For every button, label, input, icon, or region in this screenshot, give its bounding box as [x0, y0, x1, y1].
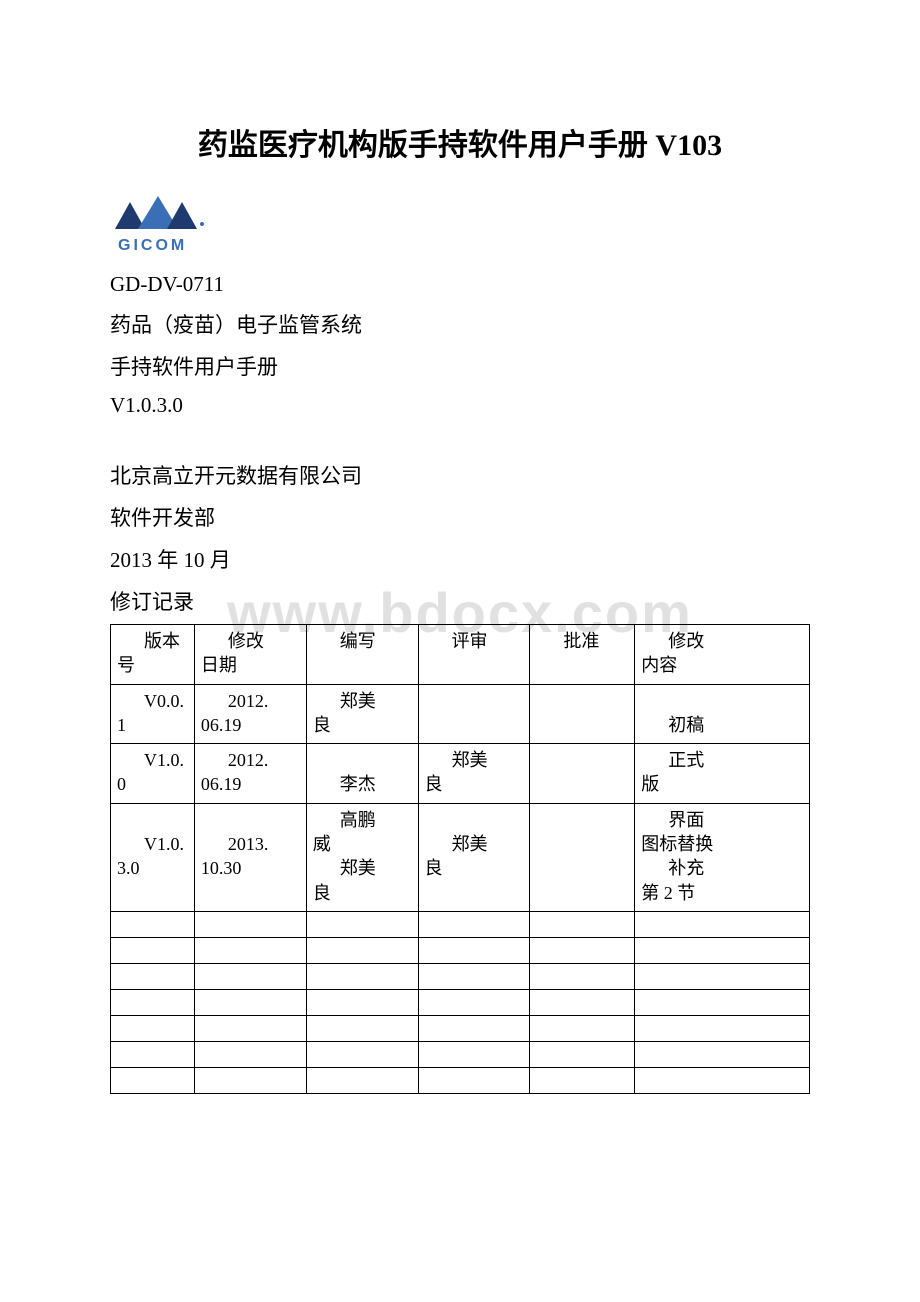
table-row [111, 1067, 810, 1093]
header-content: 修改 内容 [635, 625, 810, 685]
manual-name: 手持软件用户手册 [110, 351, 810, 381]
cell-content: 正式 版 [635, 744, 810, 804]
cell-date: 2013. 10.30 [194, 803, 306, 911]
cell-version: V1.0. 0 [111, 744, 195, 804]
version-label: V1.0.3.0 [110, 393, 810, 418]
table-row [111, 963, 810, 989]
header-version: 版本 号 [111, 625, 195, 685]
cell-author: 李杰 [306, 744, 418, 804]
cell-version: V0.0. 1 [111, 684, 195, 744]
table-row [111, 1015, 810, 1041]
cell-content: 初稿 [635, 684, 810, 744]
table-row: V0.0. 1 2012. 06.19 郑美 良 初稿 [111, 684, 810, 744]
table-row [111, 911, 810, 937]
table-row [111, 989, 810, 1015]
document-date: 2013 年 10 月 [110, 544, 810, 574]
revision-history-title: 修订记录 [110, 586, 810, 616]
table-header-row: 版本 号 修改 日期 编写 评审 批准 修改 内容 [111, 625, 810, 685]
document-title: 药监医疗机构版手持软件用户手册 V103 [110, 120, 810, 164]
header-approver: 批准 [530, 625, 635, 685]
cell-reviewer [418, 684, 530, 744]
table-row: V1.0. 3.0 2013. 10.30 高鹏 威 郑美 良 郑美 良 [111, 803, 810, 911]
header-author: 编写 [306, 625, 418, 685]
cell-date: 2012. 06.19 [194, 684, 306, 744]
table-row: V1.0. 0 2012. 06.19 李杰 郑美 良 正式 版 [111, 744, 810, 804]
cell-version: V1.0. 3.0 [111, 803, 195, 911]
cell-approver [530, 744, 635, 804]
cell-author: 高鹏 威 郑美 良 [306, 803, 418, 911]
company-logo: GICOM [110, 194, 810, 264]
company-name: 北京高立开元数据有限公司 [110, 460, 810, 490]
cell-reviewer: 郑美 良 [418, 744, 530, 804]
revision-table: 版本 号 修改 日期 编写 评审 批准 修改 内容 V0.0. [110, 624, 810, 1094]
cell-author: 郑美 良 [306, 684, 418, 744]
cell-date: 2012. 06.19 [194, 744, 306, 804]
system-name: 药品（疫苗）电子监管系统 [110, 309, 810, 339]
table-row [111, 1041, 810, 1067]
cell-approver [530, 803, 635, 911]
svg-text:GICOM: GICOM [118, 237, 187, 254]
cell-content: 界面 图标替换 补充 第 2 节 [635, 803, 810, 911]
header-reviewer: 评审 [418, 625, 530, 685]
header-date: 修改 日期 [194, 625, 306, 685]
cell-reviewer: 郑美 良 [418, 803, 530, 911]
cell-approver [530, 684, 635, 744]
department-name: 软件开发部 [110, 502, 810, 532]
document-id: GD-DV-0711 [110, 272, 810, 297]
table-row [111, 937, 810, 963]
